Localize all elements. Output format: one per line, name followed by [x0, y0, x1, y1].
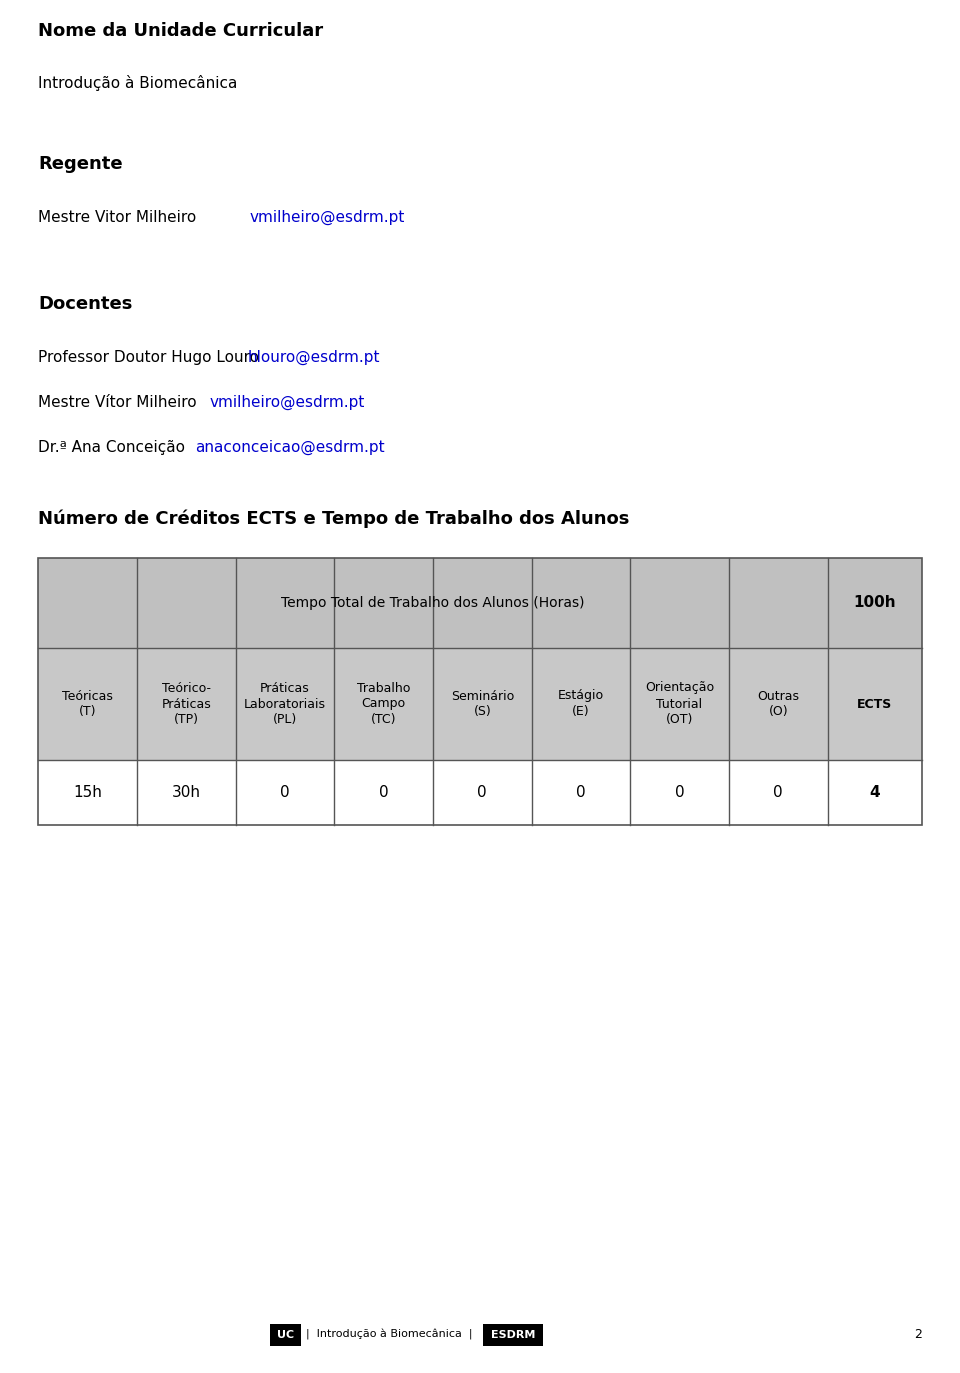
- Text: Regente: Regente: [38, 155, 123, 173]
- Text: 100h: 100h: [853, 596, 896, 611]
- Bar: [828, 648, 922, 761]
- Bar: [828, 557, 922, 648]
- Text: anaconceicao@esdrm.pt: anaconceicao@esdrm.pt: [195, 439, 385, 456]
- Text: Dr.ª Ana Conceição: Dr.ª Ana Conceição: [38, 439, 185, 454]
- Bar: [270, 1324, 300, 1346]
- Text: Seminário
(S): Seminário (S): [450, 689, 514, 718]
- Text: 0: 0: [379, 785, 389, 800]
- Text: Teórico-
Práticas
(TP): Teórico- Práticas (TP): [161, 681, 211, 726]
- Text: 15h: 15h: [73, 785, 102, 800]
- Text: 0: 0: [774, 785, 783, 800]
- Text: Outras
(O): Outras (O): [757, 689, 799, 718]
- Text: Introdução à Biomecânica: Introdução à Biomecânica: [38, 76, 238, 91]
- Text: 4: 4: [869, 785, 880, 800]
- Text: Teóricas
(T): Teóricas (T): [62, 689, 113, 718]
- Text: vmilheiro@esdrm.pt: vmilheiro@esdrm.pt: [250, 210, 405, 225]
- Text: Tempo Total de Trabalho dos Alunos (Horas): Tempo Total de Trabalho dos Alunos (Hora…: [281, 596, 585, 610]
- Text: hlouro@esdrm.pt: hlouro@esdrm.pt: [248, 350, 380, 365]
- Bar: [38, 648, 828, 761]
- Text: 30h: 30h: [172, 785, 201, 800]
- Text: ESDRM: ESDRM: [491, 1330, 535, 1340]
- Bar: [38, 761, 922, 825]
- Text: 0: 0: [477, 785, 487, 800]
- Text: Trabalho
Campo
(TC): Trabalho Campo (TC): [357, 681, 410, 726]
- Bar: [38, 557, 828, 648]
- Text: Mestre Vitor Milheiro: Mestre Vitor Milheiro: [38, 210, 197, 225]
- Text: Orientação
Tutorial
(OT): Orientação Tutorial (OT): [645, 681, 714, 726]
- Text: Docentes: Docentes: [38, 295, 132, 313]
- Text: Mestre Vítor Milheiro: Mestre Vítor Milheiro: [38, 395, 197, 411]
- Text: ECTS: ECTS: [857, 697, 892, 710]
- Bar: [483, 1324, 542, 1346]
- Text: Nome da Unidade Curricular: Nome da Unidade Curricular: [38, 22, 324, 40]
- Text: Professor Doutor Hugo Louro: Professor Doutor Hugo Louro: [38, 350, 259, 365]
- Text: Estágio
(E): Estágio (E): [558, 689, 604, 718]
- Text: 0: 0: [576, 785, 586, 800]
- Text: 2: 2: [914, 1329, 922, 1341]
- Text: UC: UC: [276, 1330, 294, 1340]
- Text: 0: 0: [280, 785, 290, 800]
- Bar: [38, 557, 922, 825]
- Text: 0: 0: [675, 785, 684, 800]
- Text: vmilheiro@esdrm.pt: vmilheiro@esdrm.pt: [210, 395, 366, 411]
- Text: Práticas
Laboratoriais
(PL): Práticas Laboratoriais (PL): [244, 681, 326, 726]
- Text: |  Introdução à Biomecânica  |: | Introdução à Biomecânica |: [305, 1329, 472, 1340]
- Text: Número de Créditos ECTS e Tempo de Trabalho dos Alunos: Número de Créditos ECTS e Tempo de Traba…: [38, 509, 630, 529]
